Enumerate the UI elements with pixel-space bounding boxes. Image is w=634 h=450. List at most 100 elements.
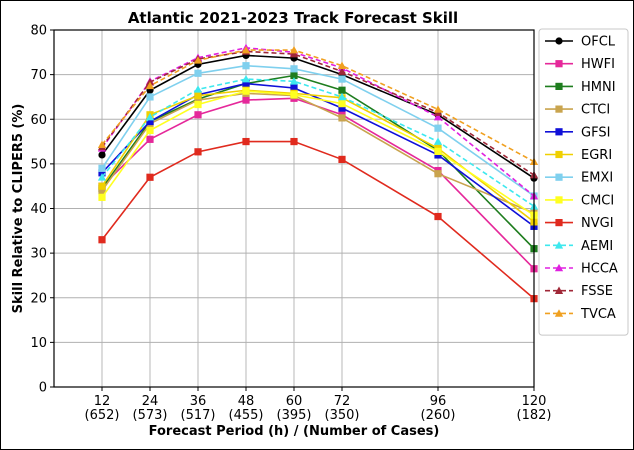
x-tick-label: 12 xyxy=(94,394,111,409)
data-point-nvgi xyxy=(434,212,442,221)
series-line-hmni xyxy=(101,74,535,250)
legend-swatch-marker xyxy=(555,60,563,68)
x-tick-cases-label: (182) xyxy=(517,408,552,423)
legend-label: EMXI xyxy=(581,171,613,186)
data-point-gfsi xyxy=(242,79,250,88)
data-point-nvgi xyxy=(242,137,250,146)
x-tick-cases-label: (350) xyxy=(325,408,360,423)
legend-label: OFCL xyxy=(581,35,616,50)
legend-label: AEMI xyxy=(581,239,613,254)
data-point-aemi xyxy=(433,137,443,145)
legend-swatch-marker xyxy=(554,241,564,249)
y-tick-label: 30 xyxy=(30,247,47,262)
legend: OFCL HWFI HMNI CTCI GFSI EGRI EMXI CMCI NVGI AEMI… xyxy=(538,28,629,336)
data-point-aemi xyxy=(337,92,347,101)
x-tick-label: 120 xyxy=(522,394,547,409)
legend-swatch-marker xyxy=(555,82,563,90)
legend-item-hcca: HCCA xyxy=(545,262,618,277)
x-tick-cases-label: (652) xyxy=(85,408,120,423)
series-line-ctci xyxy=(101,92,535,214)
legend-item-aemi: AEMI xyxy=(545,239,613,254)
legend-swatch-marker xyxy=(555,37,563,45)
y-tick-label: 70 xyxy=(30,68,47,83)
series-line-hwfi xyxy=(101,97,535,270)
data-point-ctci xyxy=(338,114,346,122)
x-tick-cases-label: (395) xyxy=(277,408,312,423)
data-point-egri xyxy=(98,182,106,190)
series-line-fsse xyxy=(101,50,535,176)
data-point-ctci xyxy=(98,187,106,195)
series-aemi xyxy=(97,74,539,210)
data-point-tvca xyxy=(193,56,203,64)
legend-swatch-marker xyxy=(555,105,563,113)
legend-swatch-marker xyxy=(555,128,563,136)
x-tick-label: 60 xyxy=(286,394,303,409)
legend-item-hmni: HMNI xyxy=(545,80,616,95)
data-point-emxi xyxy=(98,164,106,172)
data-point-cmci xyxy=(98,193,106,201)
y-tick-label: 0 xyxy=(39,381,47,396)
data-point-nvgi xyxy=(194,148,202,156)
y-tick-label: 20 xyxy=(30,291,47,306)
y-tick-label: 50 xyxy=(30,157,47,172)
data-point-cmci xyxy=(338,100,346,108)
legend-swatch-marker xyxy=(555,196,563,204)
data-point-tvca xyxy=(433,105,443,113)
y-tick-label: 60 xyxy=(30,113,47,128)
legend-label: HCCA xyxy=(581,262,618,277)
legend-item-ctci: CTCI xyxy=(545,103,610,118)
x-tick-label: 24 xyxy=(142,394,159,409)
y-tick-label: 40 xyxy=(30,202,47,217)
series-line-egri xyxy=(101,89,535,223)
x-axis-ticks: 12(652) 24(573) 36(517) 48(455) 60(395) 72(35… xyxy=(85,387,552,423)
data-point-cmci xyxy=(146,126,154,135)
x-tick-label: 48 xyxy=(238,394,255,409)
legend-label: HWFI xyxy=(581,57,615,72)
data-point-fsse xyxy=(289,49,299,58)
legend-label: CTCI xyxy=(581,103,610,118)
data-point-gfsi xyxy=(290,84,298,92)
series-line-nvgi xyxy=(101,140,535,300)
legend-swatch-marker xyxy=(554,309,564,317)
data-point-tvca xyxy=(145,81,155,90)
legend-item-ofcl: OFCL xyxy=(545,35,616,50)
data-point-hwfi xyxy=(194,111,202,119)
legend-swatch-marker xyxy=(555,150,563,159)
legend-swatch-marker xyxy=(554,263,564,272)
series-cmci xyxy=(98,87,538,219)
data-point-cmci xyxy=(194,100,202,109)
series-line-emxi xyxy=(101,64,535,197)
data-point-emxi xyxy=(242,62,250,70)
y-axis-ticks: 0 10 20 30 40 50 60 70 80 xyxy=(30,24,54,396)
data-point-hwfi xyxy=(242,96,250,104)
data-point-emxi xyxy=(338,75,346,83)
x-axis-label: Forecast Period (h) / (Number of Cases) xyxy=(149,424,440,439)
legend-item-gfsi: GFSI xyxy=(545,125,610,140)
series-layer xyxy=(97,43,539,303)
data-point-nvgi xyxy=(290,137,298,146)
series-nvgi xyxy=(98,137,538,303)
data-point-cmci xyxy=(434,147,442,155)
series-line-aemi xyxy=(101,78,535,207)
data-point-cmci xyxy=(290,91,298,99)
data-point-emxi xyxy=(146,93,154,101)
data-point-aemi xyxy=(97,173,107,181)
legend-item-egri: EGRI xyxy=(545,148,612,163)
legend-label: HMNI xyxy=(581,80,616,95)
x-tick-label: 96 xyxy=(430,394,447,409)
data-point-ctci xyxy=(194,96,202,104)
data-point-tvca xyxy=(337,61,347,70)
legend-label: TVCA xyxy=(580,307,616,322)
y-tick-label: 10 xyxy=(30,336,47,351)
legend-swatch-marker xyxy=(555,219,563,227)
data-point-hmni xyxy=(290,71,298,80)
series-line-ofcl xyxy=(101,54,535,179)
data-point-gfsi xyxy=(146,117,154,126)
data-point-tvca xyxy=(97,140,107,148)
plot-frame xyxy=(53,29,535,388)
data-point-aemi xyxy=(289,77,299,85)
series-line-gfsi xyxy=(101,82,535,227)
data-point-ofcl xyxy=(98,151,106,159)
data-point-aemi xyxy=(193,85,203,93)
data-point-nvgi xyxy=(98,236,106,244)
